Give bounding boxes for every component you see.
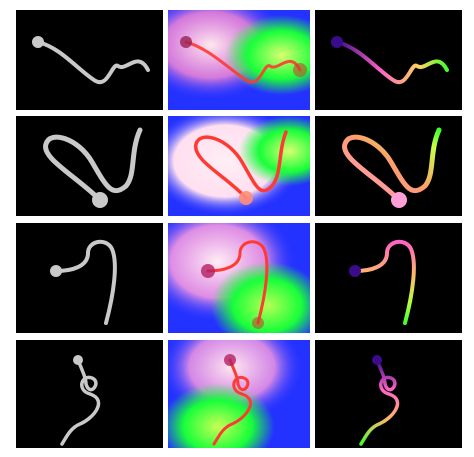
colored-curve-panel-row4 (315, 340, 462, 448)
input-curve-panel-row1 (16, 10, 163, 110)
input-curve-row2 (43, 127, 143, 208)
heatmap-panel-row1 (168, 10, 310, 110)
colored-curve-row3 (349, 239, 416, 325)
colored-curve-row4 (359, 355, 400, 446)
heatmap-row2 (168, 116, 310, 216)
input-curve-panel-row2 (16, 116, 163, 216)
heatmap-row4 (168, 340, 310, 448)
input-curve-row4 (60, 355, 101, 446)
input-curve-row3 (50, 239, 117, 325)
input-curve-row1 (32, 36, 150, 85)
colored-curve-row2 (342, 127, 442, 208)
input-curve-panel-row4 (16, 340, 163, 448)
input-curve-panel-row3 (16, 223, 163, 333)
colored-curve-panel-row3 (315, 223, 462, 333)
colored-curve-panel-row1 (315, 10, 462, 110)
heatmap-panel-row3 (168, 223, 310, 333)
heatmap-row3 (168, 223, 310, 333)
heatmap-panel-row2 (168, 116, 310, 216)
colored-curve-panel-row2 (315, 116, 462, 216)
heatmap-row1 (168, 10, 310, 110)
colored-curve-row1 (331, 36, 449, 85)
heatmap-panel-row4 (168, 340, 310, 448)
